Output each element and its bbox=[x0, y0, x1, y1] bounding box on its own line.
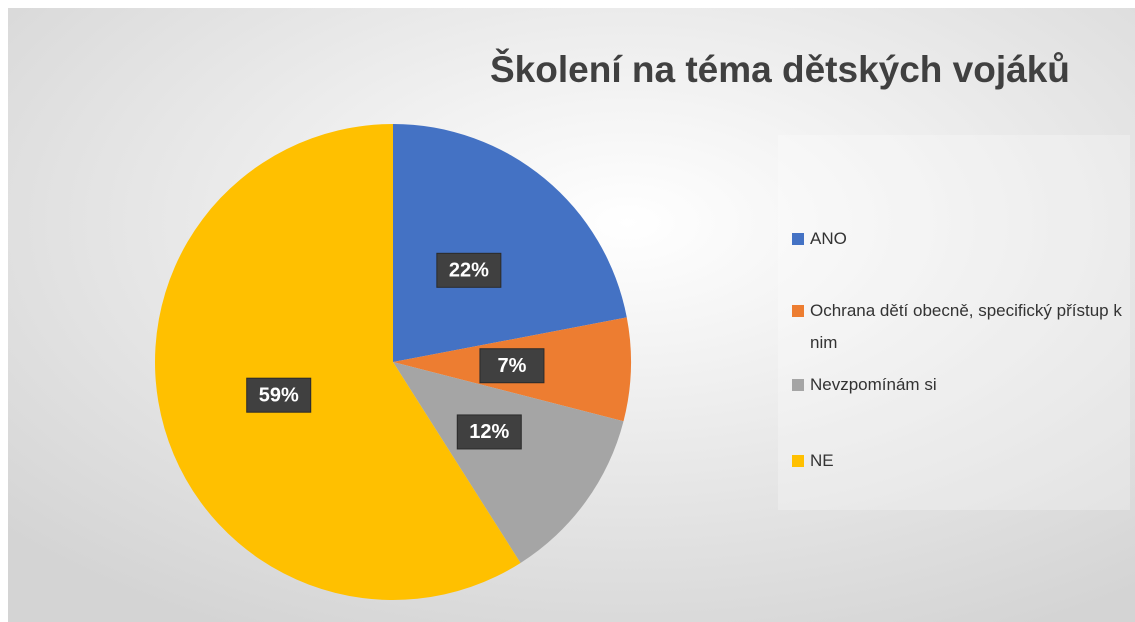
pie-slice bbox=[393, 124, 627, 362]
legend-label: Ochrana dětí obecně, specifický přístup … bbox=[810, 301, 1122, 352]
data-label: 22% bbox=[436, 252, 502, 288]
legend-swatch bbox=[792, 455, 804, 467]
legend: ANO Ochrana dětí obecně, specifický příst… bbox=[778, 135, 1130, 510]
pie-slice bbox=[393, 362, 624, 563]
data-label: 12% bbox=[456, 414, 522, 450]
legend-item: Ochrana dětí obecně, specifický přístup … bbox=[792, 295, 1122, 359]
chart-title: Školení na téma dětských vojáků bbox=[490, 48, 1070, 90]
data-label-box bbox=[479, 348, 545, 384]
data-label-text: 22% bbox=[449, 260, 489, 282]
data-label-text: 7% bbox=[497, 355, 526, 377]
data-label: 7% bbox=[479, 348, 545, 384]
data-label-box bbox=[456, 414, 522, 450]
data-label-text: 12% bbox=[469, 421, 509, 443]
legend-label: NE bbox=[810, 451, 834, 470]
data-label-box bbox=[246, 377, 312, 413]
data-label-text: 59% bbox=[259, 384, 299, 406]
legend-label: ANO bbox=[810, 229, 847, 248]
legend-item: Nevzpomínám si bbox=[792, 369, 1122, 401]
data-label-box bbox=[436, 252, 502, 288]
legend-swatch bbox=[792, 379, 804, 391]
legend-item: ANO bbox=[792, 223, 1122, 255]
pie-slice bbox=[155, 124, 521, 600]
legend-swatch bbox=[792, 233, 804, 245]
legend-swatch bbox=[792, 305, 804, 317]
legend-label: Nevzpomínám si bbox=[810, 375, 937, 394]
legend-item: NE bbox=[792, 445, 1122, 477]
data-label: 59% bbox=[246, 377, 312, 413]
